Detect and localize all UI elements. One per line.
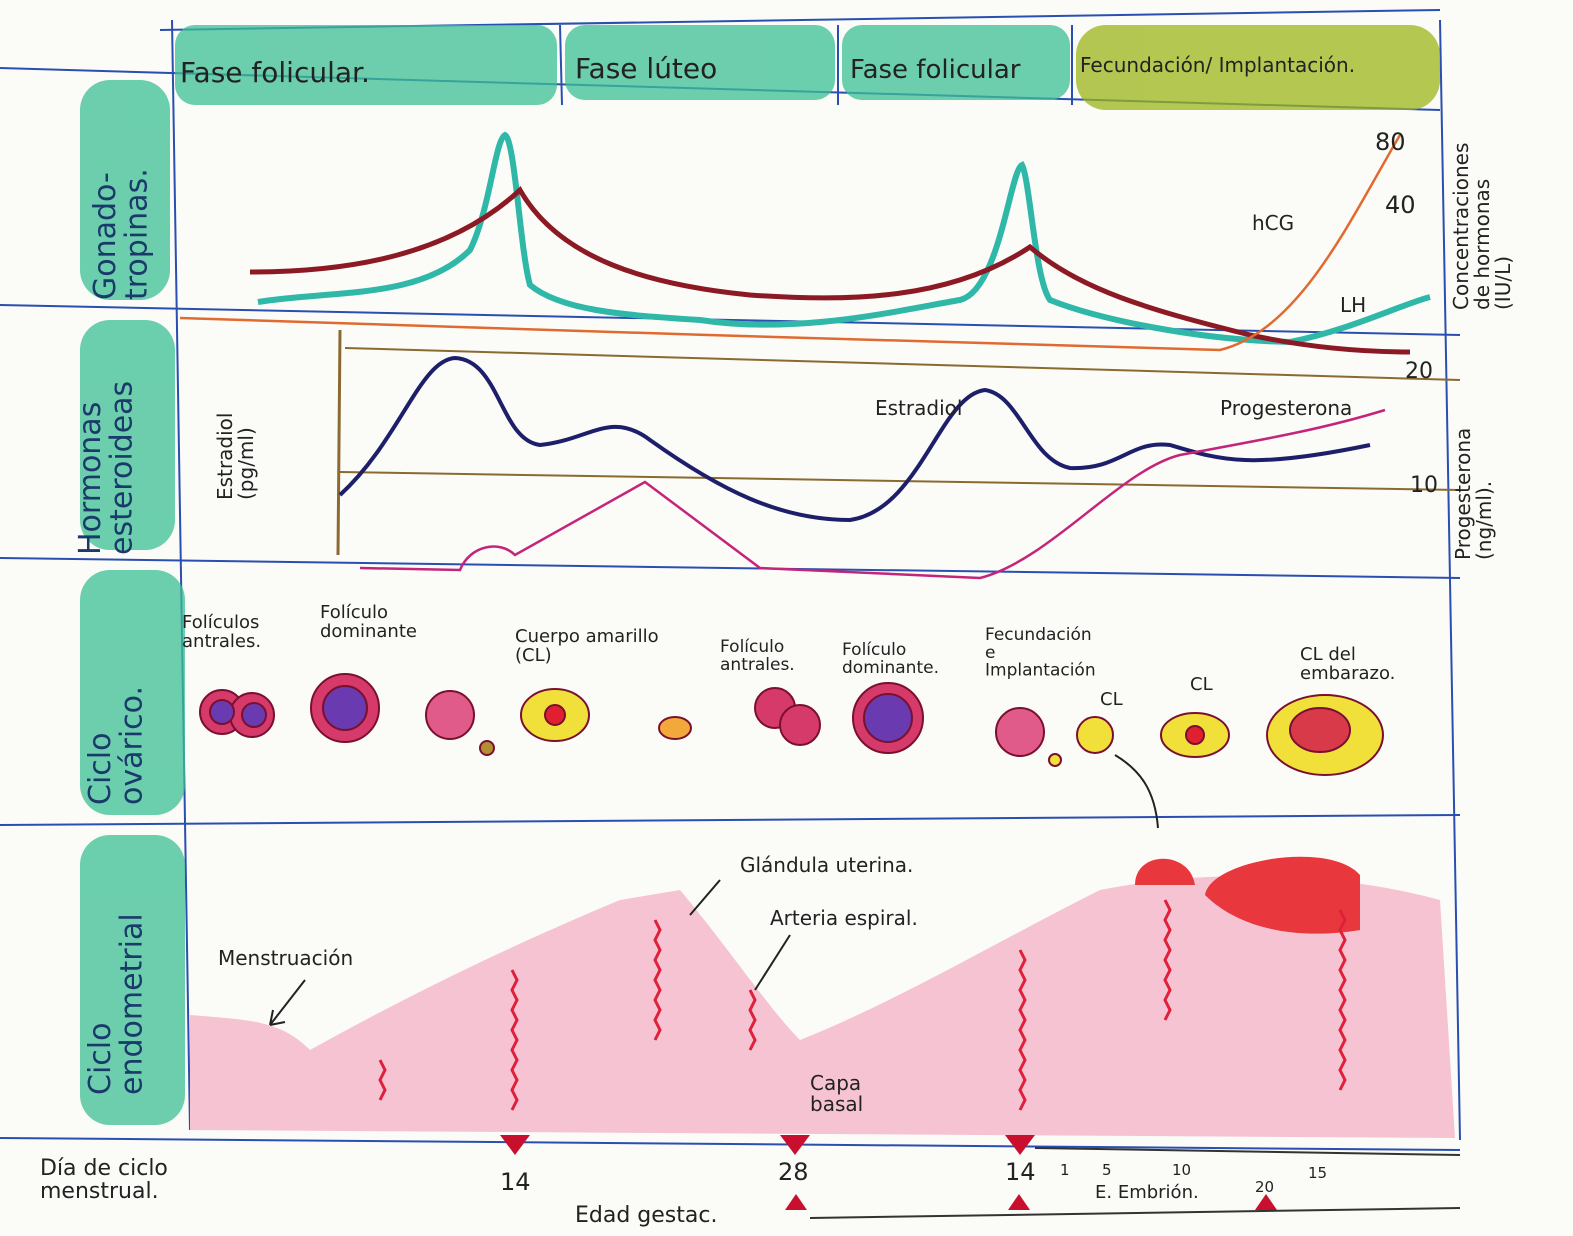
axis-title: Estradiol(pg/ml) bbox=[213, 413, 258, 500]
text-line: menstrual. bbox=[40, 1179, 159, 1204]
text-line: tropinas. bbox=[120, 168, 155, 300]
endometrial-label: Menstruación bbox=[218, 946, 353, 970]
text-line: antrales. bbox=[182, 631, 261, 652]
ovarian-label: CL bbox=[1190, 674, 1213, 695]
text-line: Folículos bbox=[182, 612, 259, 633]
timeline-label: Edad gestac. bbox=[575, 1203, 717, 1228]
text-line: Ciclo bbox=[83, 1023, 118, 1095]
text-line: (ng/ml). bbox=[1472, 481, 1496, 560]
text-line: (pg/ml) bbox=[234, 427, 258, 500]
text-line: endometrial bbox=[115, 913, 150, 1095]
phase-label: Fase folicular bbox=[850, 55, 1021, 85]
text-line: Ciclo bbox=[83, 733, 118, 805]
axis-tick: 20 bbox=[1405, 359, 1433, 384]
phase-label: Fase folicular. bbox=[180, 56, 370, 89]
text-line: Cuerpo amarillo bbox=[515, 626, 659, 647]
row-label: Hormonasesteroideas bbox=[73, 381, 140, 555]
axis-tick: 80 bbox=[1375, 128, 1406, 156]
text-line: ovárico. bbox=[115, 686, 150, 805]
day-label: 14 bbox=[1005, 1158, 1036, 1186]
text-line: (CL) bbox=[515, 645, 552, 666]
text-line: CL bbox=[1190, 674, 1213, 695]
text-line: Hormonas bbox=[73, 402, 108, 555]
phase-label: Fase lúteo bbox=[575, 52, 717, 85]
timeline-label: E. Embrión. bbox=[1095, 1182, 1199, 1203]
endometrial-label: Glándula uterina. bbox=[740, 853, 913, 877]
ovarian-label: Cuerpo amarillo(CL) bbox=[515, 626, 659, 666]
curve-label: Estradiol bbox=[875, 396, 962, 420]
curve-label: Progesterona bbox=[1220, 396, 1352, 420]
text-line: Fecundación bbox=[985, 625, 1092, 645]
text-line: esteroideas bbox=[105, 381, 140, 555]
text-line: basal bbox=[810, 1092, 863, 1116]
diagram: Fase folicular. Fase lúteo Fase folicula… bbox=[0, 0, 1573, 1236]
text-line: Folículo bbox=[320, 602, 388, 623]
text-line: antrales. bbox=[720, 655, 795, 675]
axis-tick: 10 bbox=[1410, 473, 1438, 498]
gonadotropin-curves bbox=[180, 135, 1430, 352]
embryo-tick: 20 bbox=[1255, 1178, 1274, 1196]
text-line: Gonado- bbox=[88, 172, 123, 300]
text-line: (IU/L) bbox=[1491, 256, 1515, 310]
text-line: embarazo. bbox=[1300, 663, 1395, 684]
text-line: CL del bbox=[1300, 644, 1356, 665]
text-line: Implantación bbox=[985, 661, 1096, 681]
embryo-tick: 15 bbox=[1308, 1164, 1327, 1182]
embryo-tick: 10 bbox=[1172, 1161, 1191, 1179]
row-label: Gonado-tropinas. bbox=[88, 168, 155, 300]
text-line: CL bbox=[1100, 689, 1123, 710]
embryo-tick: 5 bbox=[1102, 1161, 1112, 1179]
curve-label: LH bbox=[1340, 293, 1366, 317]
ovarian-label: CL bbox=[1100, 689, 1123, 710]
axis-tick: 40 bbox=[1385, 191, 1416, 219]
embryo-tick: 1 bbox=[1060, 1161, 1070, 1179]
text-line: Día de ciclo bbox=[40, 1156, 168, 1181]
axis-title: Progesterona(ng/ml). bbox=[1451, 428, 1496, 560]
ovarian-figures bbox=[200, 674, 1383, 828]
steroid-curves bbox=[338, 330, 1460, 578]
text-line: dominante bbox=[320, 621, 417, 642]
day-label: 14 bbox=[500, 1168, 531, 1196]
phase-label: Fecundación/ Implantación. bbox=[1080, 53, 1355, 77]
text-line: dominante. bbox=[842, 658, 939, 678]
endometrial-label: Arteria espiral. bbox=[770, 906, 918, 930]
day-label: 28 bbox=[778, 1158, 809, 1186]
axis-title: Concentracionesde hormonas(IU/L) bbox=[1449, 143, 1515, 310]
curve-label: hCG bbox=[1252, 211, 1294, 235]
